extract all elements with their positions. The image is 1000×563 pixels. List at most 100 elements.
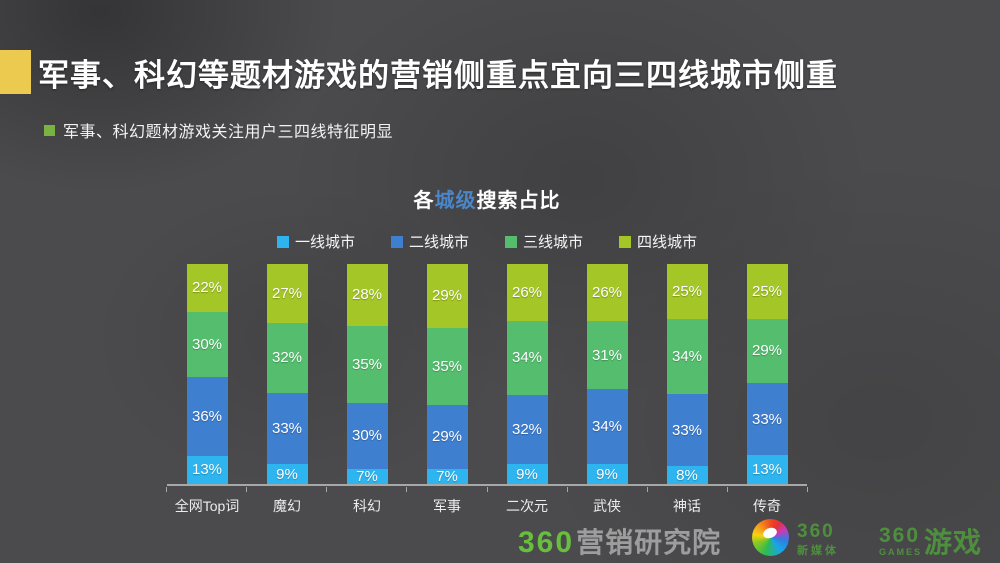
bar-slot: 9% 33% 32% 27% bbox=[247, 264, 327, 484]
legend-item: 三线城市 bbox=[505, 231, 583, 252]
x-axis-label: 魔幻 bbox=[273, 498, 301, 514]
bar-segment: 28% bbox=[346, 264, 388, 326]
bar-segment: 33% bbox=[746, 382, 788, 456]
chart-title: 各城级搜索占比 bbox=[167, 184, 807, 213]
stacked-bar: 13% 33% 29% 25% bbox=[746, 264, 788, 484]
chart-legend: 一线城市 二线城市 三线城市 四线城市 bbox=[107, 231, 867, 252]
chart-title-highlight: 城级 bbox=[434, 190, 477, 212]
bar-segment: 29% bbox=[426, 404, 468, 469]
legend-label: 三线城市 bbox=[523, 234, 584, 251]
bar-segment: 29% bbox=[426, 264, 468, 328]
games-brand-name: 游戏 bbox=[924, 527, 983, 558]
stacked-bar: 7% 30% 35% 28% bbox=[346, 264, 388, 484]
bar-segment: 22% bbox=[186, 264, 228, 312]
x-axis-label: 全网Top词 bbox=[174, 498, 240, 514]
x-axis-label: 武侠 bbox=[593, 498, 621, 514]
axis-tick bbox=[566, 487, 568, 492]
bar-segment: 27% bbox=[266, 264, 308, 323]
axis-tick bbox=[246, 487, 248, 492]
bar-segment: 32% bbox=[506, 394, 548, 465]
bar-segment: 25% bbox=[746, 264, 788, 320]
research-brand-name: 营销研究院 bbox=[576, 527, 722, 558]
bar-slot: 13% 36% 30% 22% bbox=[167, 264, 247, 484]
bar-segment: 31% bbox=[586, 321, 628, 390]
legend-label: 一线城市 bbox=[294, 234, 355, 251]
bar-segment: 25% bbox=[666, 264, 708, 320]
legend-swatch-icon bbox=[619, 235, 632, 248]
axis-tick bbox=[807, 487, 808, 492]
legend-label: 四线城市 bbox=[637, 234, 698, 251]
slide-title: 军事、科幻等题材游戏的营销侧重点宜向三四线城市侧重 bbox=[38, 58, 838, 93]
axis-tick bbox=[726, 487, 728, 492]
axis-tick bbox=[166, 487, 167, 492]
axis-tick bbox=[406, 487, 408, 492]
stacked-bar: 9% 33% 32% 27% bbox=[266, 264, 308, 484]
bar-segment: 29% bbox=[746, 319, 788, 383]
bar-segment: 9% bbox=[266, 464, 308, 484]
bar-segment: 9% bbox=[586, 464, 628, 484]
bar-slot: 7% 30% 35% 28% bbox=[327, 264, 407, 484]
bar-segment: 8% bbox=[666, 466, 708, 484]
chart-title-suffix: 搜索占比 bbox=[476, 190, 561, 212]
stacked-bar: 9% 34% 31% 26% bbox=[586, 264, 628, 484]
bar-slot: 9% 34% 31% 26% bbox=[567, 264, 647, 484]
bar-segment: 35% bbox=[426, 327, 468, 405]
legend-label: 二线城市 bbox=[408, 234, 469, 251]
bar-segment: 34% bbox=[586, 389, 628, 465]
bar-segment: 34% bbox=[666, 319, 708, 394]
footer-media-brand: 360 新媒体 bbox=[797, 522, 839, 558]
bar-slot: 13% 33% 29% 25% bbox=[727, 264, 807, 484]
bar-segment: 34% bbox=[506, 320, 548, 395]
chart-title-prefix: 各 bbox=[413, 190, 435, 212]
bar-slot: 7% 29% 35% 29% bbox=[407, 264, 487, 484]
bar-segment: 13% bbox=[746, 455, 788, 484]
media-brand-number: 360 bbox=[797, 521, 835, 542]
stacked-bar: 7% 29% 35% 29% bbox=[426, 264, 468, 484]
games-brand-number: 360 bbox=[879, 524, 921, 547]
axis-tick bbox=[646, 487, 648, 492]
axis-tick bbox=[486, 487, 488, 492]
x-axis-label: 传奇 bbox=[753, 498, 781, 514]
bullet-text: 军事、科幻题材游戏关注用户三四线特征明显 bbox=[63, 124, 394, 141]
axis-tick bbox=[326, 487, 328, 492]
stacked-bar: 9% 32% 34% 26% bbox=[506, 264, 548, 484]
bar-segment: 7% bbox=[426, 469, 468, 484]
bar-segment: 35% bbox=[346, 325, 388, 403]
360-pinwheel-logo-icon bbox=[752, 519, 789, 556]
legend-swatch-icon bbox=[505, 235, 517, 248]
stacked-bar: 13% 36% 30% 22% bbox=[186, 264, 228, 484]
axis-ticks bbox=[166, 487, 808, 492]
bar-segment: 7% bbox=[346, 469, 388, 484]
x-axis-label: 二次元 bbox=[506, 498, 548, 514]
legend-item: 二线城市 bbox=[390, 231, 469, 252]
bar-segment: 26% bbox=[506, 264, 548, 321]
bullet-square-icon bbox=[44, 124, 55, 136]
footer-games-brand: 360 GAMES 游戏 bbox=[879, 521, 982, 561]
legend-item: 一线城市 bbox=[276, 231, 355, 252]
bar-slot: 9% 32% 34% 26% bbox=[487, 264, 567, 484]
bar-segment: 32% bbox=[266, 322, 308, 393]
legend-swatch-icon bbox=[276, 235, 289, 248]
bar-segment: 36% bbox=[186, 377, 228, 456]
legend-swatch-icon bbox=[390, 235, 403, 248]
bar-segment: 26% bbox=[586, 264, 628, 322]
bullet-row: 军事、科幻题材游戏关注用户三四线特征明显 bbox=[44, 118, 393, 142]
research-brand-number: 360 bbox=[518, 526, 575, 559]
games-brand-column: 360 GAMES bbox=[879, 525, 922, 557]
legend-item: 四线城市 bbox=[619, 231, 697, 252]
title-accent-bar bbox=[0, 50, 31, 94]
bar-segment: 30% bbox=[186, 311, 228, 378]
plot-area: 13% 36% 30% 22% 9% 33% 32% 27% 7% 30% 35% 28% 7% 29% 3… bbox=[167, 264, 807, 486]
bar-segment: 9% bbox=[506, 464, 548, 484]
bar-segment: 33% bbox=[666, 393, 708, 467]
bar-slot: 8% 33% 34% 25% bbox=[647, 264, 727, 484]
bar-segment: 33% bbox=[266, 392, 308, 465]
bar-segment: 30% bbox=[346, 402, 388, 469]
x-axis-label: 神话 bbox=[673, 498, 701, 514]
stacked-bar: 8% 33% 34% 25% bbox=[666, 264, 708, 484]
x-axis-label: 科幻 bbox=[353, 498, 381, 514]
footer-research-brand: 360 营销研究院 bbox=[518, 521, 721, 561]
bar-segment: 13% bbox=[186, 455, 228, 484]
media-brand-name: 新媒体 bbox=[797, 544, 839, 557]
x-axis-labels: 全网Top词 魔幻 科幻 军事 二次元 武侠 神话 传奇 bbox=[167, 496, 807, 516]
